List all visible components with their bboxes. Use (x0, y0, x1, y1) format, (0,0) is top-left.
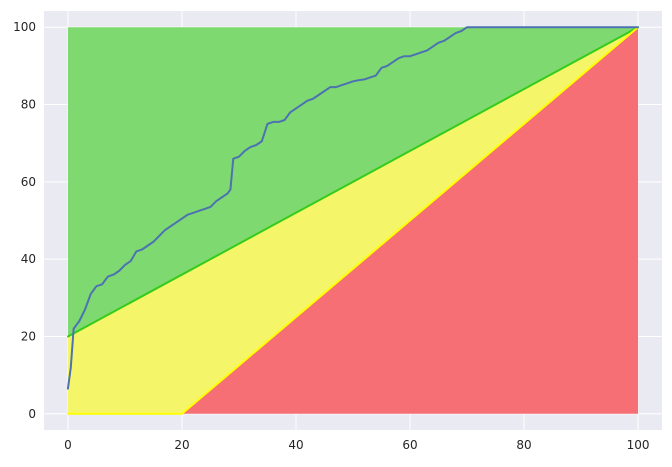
y-tick-label-5: 100 (13, 20, 36, 34)
x-tick-label-2: 40 (288, 438, 303, 452)
x-axis-tick-labels: 0 20 40 60 80 100 (64, 438, 649, 452)
y-tick-label-0: 0 (28, 407, 36, 421)
regions (67, 27, 639, 414)
y-axis-tick-labels: 0 20 40 60 80 100 (13, 20, 36, 421)
x-tick-label-3: 60 (402, 438, 417, 452)
x-tick-label-1: 20 (174, 438, 189, 452)
y-tick-label-4: 80 (21, 98, 36, 112)
series-line-1 (66, 26, 640, 415)
y-tick-label-1: 20 (21, 329, 36, 343)
x-tick-label-5: 100 (627, 438, 650, 452)
series-line-0 (66, 26, 640, 338)
y-tick-label-3: 60 (21, 175, 36, 189)
region-1 (67, 27, 639, 414)
x-tick-label-4: 80 (516, 438, 531, 452)
lines (66, 26, 640, 415)
series-line-2 (66, 26, 640, 390)
y-tick-label-2: 40 (21, 252, 36, 266)
x-tick-label-0: 0 (64, 438, 72, 452)
